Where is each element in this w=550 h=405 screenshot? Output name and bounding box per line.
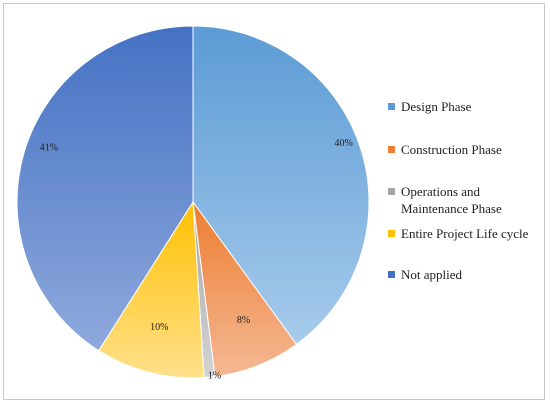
pie-slice-construction-phase: [192, 201, 298, 378]
legend-swatch: [388, 188, 395, 195]
legend-swatch: [388, 271, 395, 278]
pie-slice-design-phase: [192, 25, 370, 346]
legend-item-entire-project-life-cycle: Entire Project Life cycle: [388, 225, 528, 242]
legend-label: Not applied: [401, 267, 463, 282]
pie-slice-not-applied: [16, 25, 194, 352]
legend-swatch: [388, 146, 395, 153]
data-label-not-applied: 41%: [40, 142, 58, 153]
legend-item-not-applied: Not applied: [388, 266, 462, 283]
legend-label: Construction Phase: [401, 142, 502, 157]
pie-slice-entire-project-life-cycle: [98, 200, 205, 379]
legend-swatch: [388, 230, 395, 237]
data-label-design-phase: 40%: [334, 138, 352, 149]
legend-item-design-phase: Design Phase: [388, 98, 471, 115]
legend-label: Entire Project Life cycle: [401, 226, 529, 241]
data-label-entire-project-life-cycle: 10%: [150, 322, 168, 333]
legend-item-construction-phase: Construction Phase: [388, 141, 502, 158]
legend-label: Operations and Maintenance Phase: [401, 184, 502, 216]
legend-item-operations-maintenance-phase: Operations and Maintenance Phase: [388, 183, 531, 217]
pie-data-labels: 40% 8% 1% 10% 41%: [40, 138, 353, 382]
legend-label: Design Phase: [401, 99, 472, 114]
pie-slices: [16, 25, 370, 379]
legend-swatch: [388, 103, 395, 110]
data-label-construction-phase: 8%: [237, 315, 250, 326]
data-label-operations-and-maintenance-phase: 1%: [208, 371, 221, 382]
